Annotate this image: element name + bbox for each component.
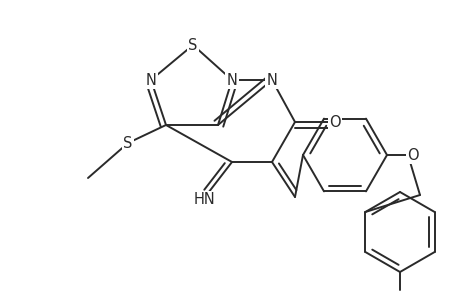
Text: N: N [266,73,277,88]
Text: S: S [188,38,197,52]
Text: HN: HN [194,193,215,208]
Text: O: O [329,115,340,130]
Text: N: N [145,73,156,88]
Text: S: S [123,136,132,151]
Text: N: N [226,73,237,88]
Text: O: O [406,148,418,163]
